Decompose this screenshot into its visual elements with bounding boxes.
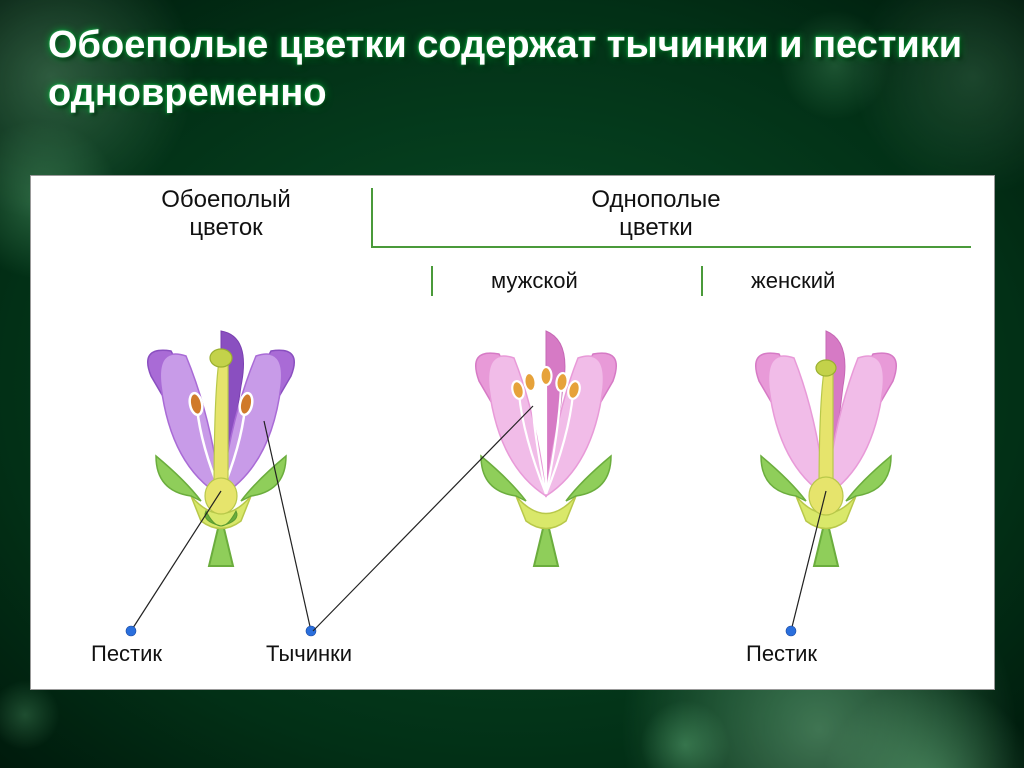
bokeh-circle (820, 680, 1024, 768)
leader-lines (31, 176, 996, 691)
label-pistil-2: Пестик (746, 641, 817, 667)
diagram-panel: Обоеполый цветок Однополые цветки мужско… (30, 175, 995, 690)
label-pistil-1: Пестик (91, 641, 162, 667)
slide-title: Обоеполые цветки содержат тычинки и пест… (48, 22, 984, 117)
label-stamens: Тычинки (266, 641, 352, 667)
bokeh-circle (640, 700, 730, 768)
